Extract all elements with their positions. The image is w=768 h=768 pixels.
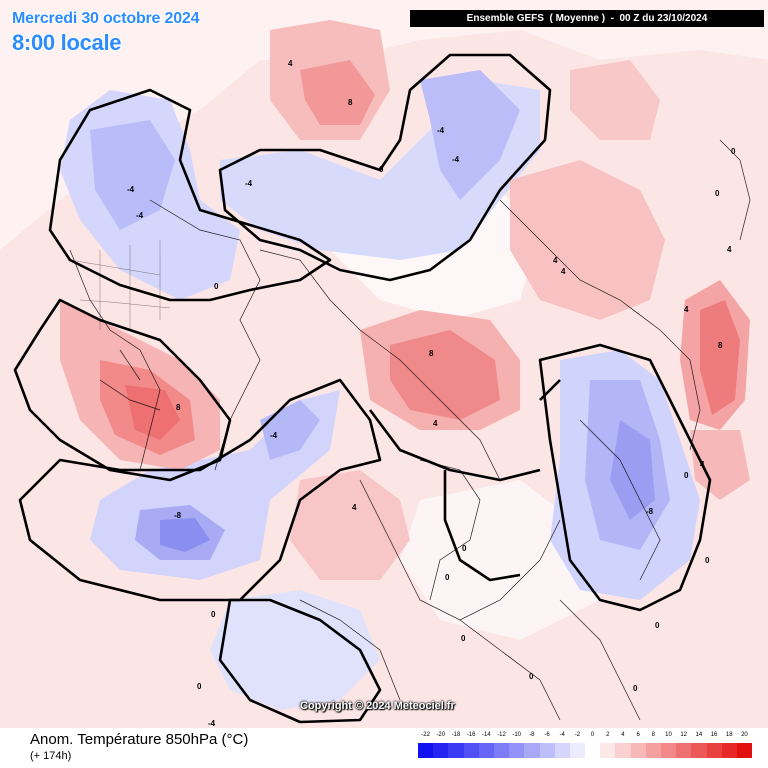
color-legend-tick: 0 xyxy=(590,732,595,738)
copyright-label: Copyright © 2024 Meteociel.fr xyxy=(300,700,455,712)
contour-label: -4 xyxy=(270,431,278,440)
color-legend-tick: 6 xyxy=(636,732,640,738)
color-legend-tick: -10 xyxy=(512,732,522,738)
contour-label: 0 xyxy=(214,282,219,291)
contour-label: 0 xyxy=(731,147,736,156)
color-legend-tick: 16 xyxy=(710,732,718,738)
zero-contour-northwest xyxy=(48,88,332,302)
contour-label: 4 xyxy=(288,59,293,68)
color-legend-tick: -14 xyxy=(481,732,491,738)
zero-contour-asia xyxy=(538,343,712,612)
contour-label: 4 xyxy=(553,256,558,265)
contour-label: -4 xyxy=(208,719,216,728)
contour-label: -8 xyxy=(174,511,182,520)
color-legend-swatch xyxy=(478,743,494,758)
color-legend-tick: -18 xyxy=(451,732,461,738)
contour-label: 0 xyxy=(462,544,467,553)
contour-label: 0 xyxy=(197,682,202,691)
contour-label: -4 xyxy=(452,155,460,164)
contour-label: 4 xyxy=(352,503,357,512)
color-legend-swatch xyxy=(661,743,677,758)
color-legend-tick: 8 xyxy=(651,732,655,738)
contour-label: -4 xyxy=(437,126,445,135)
contour-label: -4 xyxy=(127,185,135,194)
contour-label: 0 xyxy=(633,684,638,693)
color-legend-swatch xyxy=(509,743,525,758)
color-legend-swatch xyxy=(721,743,737,758)
color-legend-swatches xyxy=(418,743,753,758)
lead-time-label: (+ 174h) xyxy=(30,750,72,762)
color-legend-swatch xyxy=(676,743,692,758)
color-legend-swatch xyxy=(706,743,722,758)
color-legend-tick: -20 xyxy=(436,732,446,738)
color-legend-tick: -2 xyxy=(574,732,581,738)
color-legend-tick: 2 xyxy=(606,732,610,738)
color-legend-tick: 4 xyxy=(621,732,625,738)
zero-contour-north-america xyxy=(13,298,232,482)
color-legend-tick: -12 xyxy=(497,732,506,738)
contour-label: 0 xyxy=(211,610,216,619)
contour-label: 4 xyxy=(700,460,705,469)
color-legend-swatch xyxy=(554,743,570,758)
contour-label: -4 xyxy=(136,211,144,220)
color-legend-swatch xyxy=(433,743,449,758)
color-legend-tick: 10 xyxy=(665,732,672,738)
forecast-date: Mercredi 30 octobre 2024 xyxy=(12,10,200,27)
zero-contour-arctic xyxy=(218,53,552,282)
color-legend-swatch xyxy=(418,743,434,758)
variable-label: Anom. Température 850hPa (°C) xyxy=(30,731,249,748)
color-legend-tick: -8 xyxy=(529,732,535,738)
color-legend-swatch xyxy=(645,743,661,758)
contour-label-layer: -4 -4 -4 -4 -4 -4 -4 -8 -8 8 8 8 8 4 4 4… xyxy=(127,59,736,728)
color-legend-tick: -6 xyxy=(544,732,550,738)
color-legend: -22 -20 -18 -16 -14 -12 -10 -8 -6 -4 -2 0 2 4 6 8 10 12 14… xyxy=(418,732,753,758)
contour-label: 8 xyxy=(718,341,723,350)
contour-label: -8 xyxy=(646,507,654,516)
contour-label: 0 xyxy=(715,189,720,198)
zero-contour-atlantic xyxy=(18,378,382,602)
color-legend-tick: -16 xyxy=(466,732,476,738)
color-legend-swatch xyxy=(539,743,555,758)
contour-label: 8 xyxy=(176,403,181,412)
contour-label: 4 xyxy=(433,419,438,428)
color-legend-swatch xyxy=(448,743,464,758)
contour-label: -4 xyxy=(245,179,253,188)
contour-label: 0 xyxy=(379,165,384,174)
color-legend-swatch xyxy=(600,743,616,758)
contour-label: 0 xyxy=(445,573,450,582)
contour-label: 0 xyxy=(461,634,466,643)
contour-label: 8 xyxy=(348,98,353,107)
color-legend-tick: 18 xyxy=(725,732,733,738)
contour-label: 0 xyxy=(529,672,534,681)
color-legend-tick: 20 xyxy=(741,732,748,738)
contour-label: 4 xyxy=(561,267,566,276)
zero-contour-mediterranean xyxy=(218,598,382,724)
map-footer: Anom. Température 850hPa (°C) (+ 174h) -… xyxy=(0,728,768,768)
contour-label: 0 xyxy=(655,621,660,630)
color-legend-tick: -22 xyxy=(421,732,430,738)
temperature-anomaly-map: -4 -4 -4 -4 -4 -4 -4 -8 -8 8 8 8 8 4 4 4… xyxy=(0,0,768,728)
forecast-time: 8:00 locale xyxy=(12,30,122,55)
color-legend-swatch xyxy=(524,743,540,758)
color-legend-swatch xyxy=(463,743,479,758)
color-legend-ticks: -22 -20 -18 -16 -14 -12 -10 -8 -6 -4 -2 0 2 4 6 8 10 12 14… xyxy=(418,732,752,742)
model-run-banner: Ensemble GEFS ( Moyenne ) - 00 Z du 23/1… xyxy=(410,10,764,27)
color-legend-swatch xyxy=(691,743,707,758)
color-legend-swatch xyxy=(630,743,646,758)
color-legend-tick: 12 xyxy=(680,732,688,738)
contour-label: 0 xyxy=(684,471,689,480)
contour-label: 0 xyxy=(705,556,710,565)
color-legend-swatch xyxy=(569,743,586,758)
contour-label: 4 xyxy=(727,245,732,254)
color-legend-swatch xyxy=(493,743,510,758)
color-legend-tick: -4 xyxy=(559,732,565,738)
color-legend-tick: 14 xyxy=(695,732,703,738)
color-legend-swatch xyxy=(585,743,601,758)
color-legend-swatch xyxy=(736,743,753,758)
contour-label: 8 xyxy=(429,349,434,358)
contour-label: 4 xyxy=(684,305,689,314)
color-legend-swatch xyxy=(615,743,631,758)
